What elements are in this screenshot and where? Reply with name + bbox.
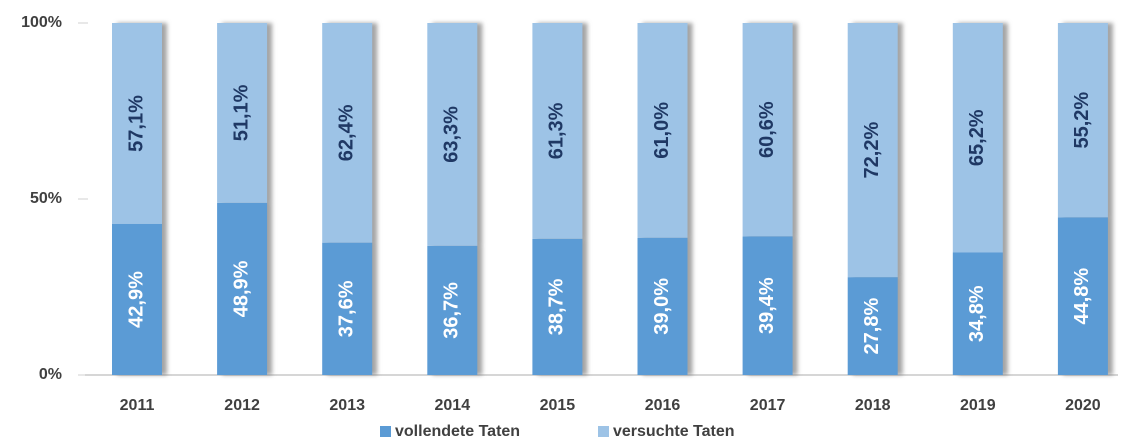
x-tick-label: 2013 — [329, 397, 365, 414]
data-label: 39,4% — [756, 277, 778, 334]
bar — [742, 23, 793, 375]
bar-segment — [532, 238, 583, 375]
data-label: 63,3% — [441, 106, 463, 163]
x-tick-label: 2014 — [435, 397, 471, 414]
data-label: 60,6% — [756, 101, 778, 158]
bar-segment — [637, 237, 688, 375]
bar-segment — [952, 23, 1003, 253]
data-label: 57,1% — [125, 95, 147, 152]
bar-segment — [112, 23, 162, 224]
data-label: 51,1% — [230, 84, 252, 141]
data-label: 37,6% — [335, 280, 357, 337]
x-tick-label: 2016 — [645, 397, 681, 414]
data-label: 62,4% — [335, 104, 357, 161]
bar — [637, 23, 688, 375]
y-tick-label: 0% — [39, 366, 62, 383]
data-label: 42,9% — [125, 271, 147, 328]
legend-label: vollendete Taten — [395, 423, 520, 440]
bar-segment — [1057, 23, 1108, 218]
data-label: 34,8% — [966, 285, 988, 342]
y-tick-label: 100% — [21, 14, 62, 31]
bar-segment — [742, 236, 793, 375]
data-label: 44,8% — [1071, 268, 1093, 325]
data-label: 61,0% — [651, 102, 673, 159]
data-label: 48,9% — [230, 260, 252, 317]
data-label: 39,0% — [651, 278, 673, 335]
bar — [217, 23, 268, 375]
bar — [322, 23, 373, 375]
data-label: 27,8% — [861, 298, 883, 355]
bar-segment — [532, 23, 583, 239]
bar-segment — [742, 23, 793, 237]
bar-segment — [1057, 217, 1108, 375]
x-tick-label: 2017 — [750, 397, 786, 414]
bar-segment — [847, 23, 898, 278]
data-label: 38,7% — [546, 278, 568, 335]
data-label: 55,2% — [1071, 92, 1093, 149]
legend-swatch — [598, 426, 609, 437]
x-tick-label: 2019 — [960, 397, 996, 414]
bar — [847, 23, 898, 375]
bar-segment — [322, 23, 373, 243]
legend-swatch — [380, 426, 391, 437]
x-tick-label: 2018 — [855, 397, 891, 414]
bar-segment — [322, 242, 373, 375]
x-tick-label: 2011 — [120, 397, 155, 414]
data-label: 36,7% — [441, 282, 463, 339]
bar — [952, 23, 1003, 375]
x-tick-label: 2015 — [540, 397, 576, 414]
bar-segment — [637, 23, 688, 238]
bar-segment — [112, 223, 162, 375]
bar-segment — [217, 202, 268, 375]
y-tick-label: 50% — [30, 190, 62, 207]
legend-label: versuchte Taten — [613, 423, 735, 440]
bar — [112, 23, 162, 375]
bar-segment — [427, 23, 478, 246]
data-label: 65,2% — [966, 109, 988, 166]
bar-segment — [952, 252, 1003, 375]
x-tick-label: 2020 — [1065, 397, 1101, 414]
bar-segment — [427, 245, 478, 375]
data-label: 72,2% — [861, 122, 883, 179]
x-tick-label: 2012 — [224, 397, 260, 414]
bar — [1057, 23, 1108, 375]
bar — [427, 23, 478, 375]
bar — [532, 23, 583, 375]
bar-segment — [847, 277, 898, 375]
bar-segment — [217, 23, 268, 203]
data-label: 61,3% — [546, 102, 568, 159]
